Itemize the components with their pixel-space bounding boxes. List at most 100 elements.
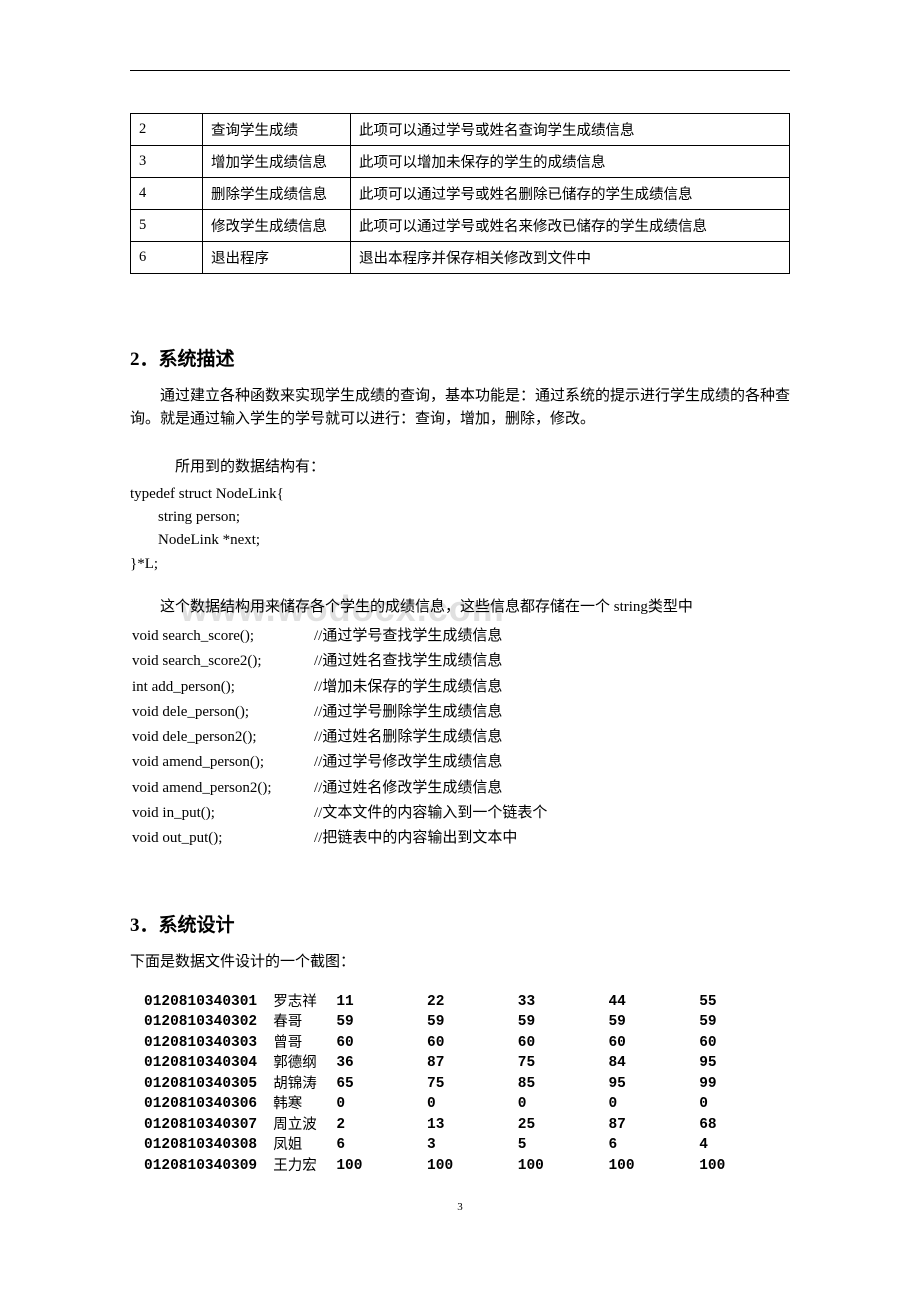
table-row: 3增加学生成绩信息此项可以增加未保存的学生的成绩信息 bbox=[131, 146, 790, 178]
table-cell: 删除学生成绩信息 bbox=[203, 178, 351, 210]
data-value: 95 bbox=[699, 1054, 788, 1073]
function-row: void dele_person2();//通过姓名删除学生成绩信息 bbox=[132, 726, 547, 749]
data-id: 0120810340306 bbox=[144, 1095, 271, 1114]
data-row: 0120810340308凤姐63564 bbox=[144, 1136, 788, 1155]
data-id: 0120810340301 bbox=[144, 993, 271, 1012]
data-value: 60 bbox=[608, 1034, 697, 1053]
data-value: 100 bbox=[336, 1157, 425, 1176]
function-comment: //通过学号查找学生成绩信息 bbox=[314, 625, 547, 648]
data-value: 100 bbox=[608, 1157, 697, 1176]
data-value: 59 bbox=[518, 1013, 607, 1032]
data-name-cell: 春哥 bbox=[273, 1013, 334, 1032]
data-value: 75 bbox=[427, 1075, 516, 1094]
function-signature: void dele_person2(); bbox=[132, 726, 312, 749]
data-value: 13 bbox=[427, 1116, 516, 1135]
function-comment: //通过姓名查找学生成绩信息 bbox=[314, 650, 547, 673]
data-value: 59 bbox=[608, 1013, 697, 1032]
data-row: 0120810340304郭德纲3687758495 bbox=[144, 1054, 788, 1073]
function-comment: //增加未保存的学生成绩信息 bbox=[314, 676, 547, 699]
data-value: 0 bbox=[336, 1095, 425, 1114]
data-value: 87 bbox=[608, 1116, 697, 1135]
data-row: 0120810340306韩寒00000 bbox=[144, 1095, 788, 1114]
data-value: 99 bbox=[699, 1075, 788, 1094]
function-comment: //把链表中的内容输出到文本中 bbox=[314, 827, 547, 850]
data-value: 55 bbox=[699, 993, 788, 1012]
section2-para1: 通过建立各种函数来实现学生成绩的查询，基本功能是：通过系统的提示进行学生成绩的各… bbox=[130, 385, 790, 432]
data-id: 0120810340305 bbox=[144, 1075, 271, 1094]
table-cell: 修改学生成绩信息 bbox=[203, 210, 351, 242]
table-cell: 此项可以通过学号或姓名删除已储存的学生成绩信息 bbox=[351, 178, 790, 210]
data-value: 75 bbox=[518, 1054, 607, 1073]
data-value: 6 bbox=[608, 1136, 697, 1155]
function-row: void in_put();//文本文件的内容输入到一个链表个 bbox=[132, 802, 547, 825]
feature-table: 2查询学生成绩此项可以通过学号或姓名查询学生成绩信息3增加学生成绩信息此项可以增… bbox=[130, 113, 790, 274]
data-value: 87 bbox=[427, 1054, 516, 1073]
struct-code-1: string person; bbox=[130, 506, 790, 529]
function-row: void search_score();//通过学号查找学生成绩信息 bbox=[132, 625, 547, 648]
function-signature: void search_score(); bbox=[132, 625, 312, 648]
function-comment: //通过学号修改学生成绩信息 bbox=[314, 751, 547, 774]
data-value: 2 bbox=[336, 1116, 425, 1135]
section3-heading: 3．系统设计 bbox=[130, 910, 790, 937]
data-value: 0 bbox=[427, 1095, 516, 1114]
data-value: 100 bbox=[518, 1157, 607, 1176]
table-row: 2查询学生成绩此项可以通过学号或姓名查询学生成绩信息 bbox=[131, 114, 790, 146]
struct-code-3: }*L; bbox=[130, 553, 790, 576]
data-id: 0120810340307 bbox=[144, 1116, 271, 1135]
function-signature: void search_score2(); bbox=[132, 650, 312, 673]
section3-intro: 下面是数据文件设计的一个截图： bbox=[130, 951, 790, 974]
table-cell: 4 bbox=[131, 178, 203, 210]
data-name-cell: 罗志祥 bbox=[273, 993, 334, 1012]
data-id: 0120810340308 bbox=[144, 1136, 271, 1155]
data-value: 59 bbox=[699, 1013, 788, 1032]
function-signature: void out_put(); bbox=[132, 827, 312, 850]
data-value: 60 bbox=[336, 1034, 425, 1053]
data-value: 5 bbox=[518, 1136, 607, 1155]
data-name-cell: 周立波 bbox=[273, 1116, 334, 1135]
function-row: int add_person();//增加未保存的学生成绩信息 bbox=[132, 676, 547, 699]
data-file-screenshot: 0120810340301罗志祥11223344550120810340302春… bbox=[142, 991, 790, 1178]
data-value: 11 bbox=[336, 993, 425, 1012]
page-number: 3 bbox=[130, 1201, 790, 1213]
data-row: 0120810340301罗志祥1122334455 bbox=[144, 993, 788, 1012]
data-value: 84 bbox=[608, 1054, 697, 1073]
table-cell: 查询学生成绩 bbox=[203, 114, 351, 146]
data-value: 100 bbox=[699, 1157, 788, 1176]
data-value: 0 bbox=[608, 1095, 697, 1114]
section3-title: 系统设计 bbox=[159, 915, 235, 936]
data-value: 60 bbox=[427, 1034, 516, 1053]
function-row: void amend_person();//通过学号修改学生成绩信息 bbox=[132, 751, 547, 774]
table-cell: 此项可以增加未保存的学生的成绩信息 bbox=[351, 146, 790, 178]
section2-heading: 2．系统描述 bbox=[130, 344, 790, 371]
function-row: void search_score2();//通过姓名查找学生成绩信息 bbox=[132, 650, 547, 673]
data-name-cell: 胡锦涛 bbox=[273, 1075, 334, 1094]
data-row: 0120810340303曾哥6060606060 bbox=[144, 1034, 788, 1053]
function-list: void search_score();//通过学号查找学生成绩信息void s… bbox=[130, 623, 549, 852]
data-value: 100 bbox=[427, 1157, 516, 1176]
table-row: 6退出程序退出本程序并保存相关修改到文件中 bbox=[131, 242, 790, 274]
data-name-cell: 凤姐 bbox=[273, 1136, 334, 1155]
data-value: 3 bbox=[427, 1136, 516, 1155]
section2-title: 系统描述 bbox=[159, 349, 235, 370]
function-signature: void in_put(); bbox=[132, 802, 312, 825]
table-cell: 5 bbox=[131, 210, 203, 242]
data-value: 22 bbox=[427, 993, 516, 1012]
function-row: void amend_person2();//通过姓名修改学生成绩信息 bbox=[132, 777, 547, 800]
table-cell: 增加学生成绩信息 bbox=[203, 146, 351, 178]
table-cell: 3 bbox=[131, 146, 203, 178]
table-cell: 退出本程序并保存相关修改到文件中 bbox=[351, 242, 790, 274]
data-id: 0120810340302 bbox=[144, 1013, 271, 1032]
data-row: 0120810340309王力宏100100100100100 bbox=[144, 1157, 788, 1176]
function-signature: void amend_person2(); bbox=[132, 777, 312, 800]
data-row: 0120810340307周立波213258768 bbox=[144, 1116, 788, 1135]
data-name-cell: 韩寒 bbox=[273, 1095, 334, 1114]
function-signature: int add_person(); bbox=[132, 676, 312, 699]
function-row: void out_put();//把链表中的内容输出到文本中 bbox=[132, 827, 547, 850]
section2-num: 2． bbox=[130, 349, 159, 370]
struct-code-2: NodeLink *next; bbox=[130, 529, 790, 552]
data-id: 0120810340303 bbox=[144, 1034, 271, 1053]
table-cell: 2 bbox=[131, 114, 203, 146]
data-name-cell: 曾哥 bbox=[273, 1034, 334, 1053]
function-comment: //通过姓名删除学生成绩信息 bbox=[314, 726, 547, 749]
section3-num: 3． bbox=[130, 915, 159, 936]
